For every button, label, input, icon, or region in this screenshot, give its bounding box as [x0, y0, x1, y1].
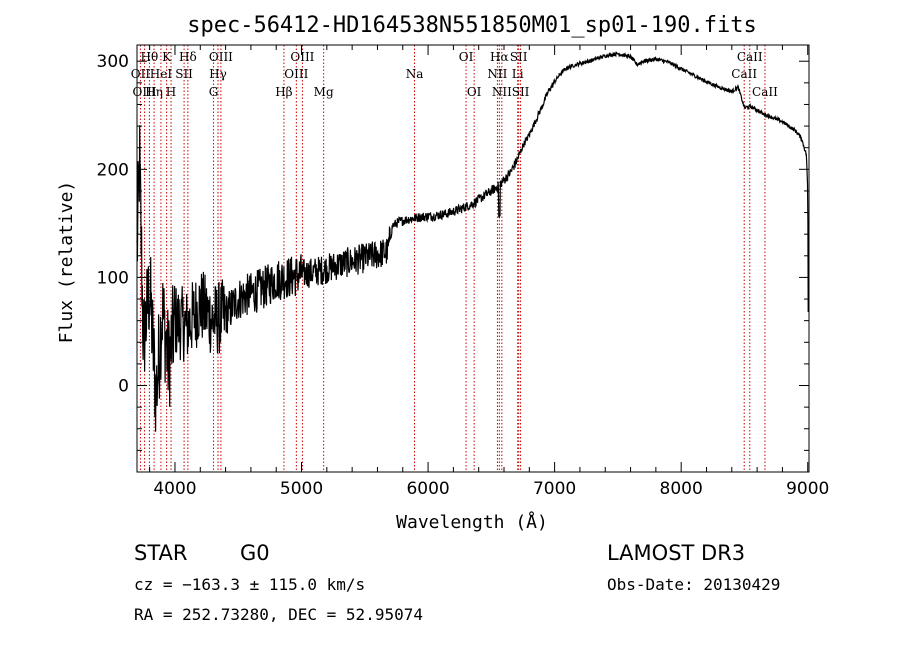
- line-label-11: G: [209, 85, 219, 99]
- axis-tick-labels: 4000 5000 6000 7000 8000 9000 0 100 200 300: [97, 52, 830, 499]
- observation-date: Obs-Date: 20130429: [607, 575, 780, 594]
- y-tick-label-200: 200: [97, 160, 129, 180]
- line-label-23: NII: [492, 85, 512, 99]
- line-label-1: OII: [131, 67, 151, 81]
- line-label-15: Mg: [314, 85, 334, 99]
- spectral-line-markers: [139, 45, 766, 472]
- spectrum-curve: [136, 51, 809, 432]
- line-label-26: CaII: [731, 67, 757, 81]
- line-label-27: CaII: [752, 85, 778, 99]
- line-label-6: SII: [175, 67, 193, 81]
- y-tick-label-100: 100: [97, 268, 129, 288]
- line-label-8: Hδ: [179, 50, 197, 64]
- plot-frame: [136, 44, 810, 473]
- line-label-19: Hα: [490, 50, 509, 64]
- x-tick-label-8000: 8000: [660, 479, 703, 499]
- line-label-16: Na: [406, 67, 424, 81]
- y-tick-label-300: 300: [97, 52, 129, 72]
- line-label-5: HeI: [150, 67, 173, 81]
- line-label-20: SII: [510, 50, 528, 64]
- chart-title: spec-56412-HD164538N551850M01_sp01-190.f…: [187, 13, 757, 38]
- axis-ticks: [137, 45, 809, 472]
- object-subclass: G0: [240, 541, 270, 565]
- line-label-4: K: [162, 50, 172, 64]
- line-label-24: SII: [512, 85, 530, 99]
- ra-dec-coordinates: RA = 252.73280, DEC = 52.95074: [134, 605, 423, 624]
- redshift-cz: cz = −163.3 ± 115.0 km/s: [134, 575, 365, 594]
- line-label-10: Hγ: [209, 67, 227, 81]
- y-tick-label-0: 0: [118, 377, 129, 397]
- line-label-2: OIII: [133, 85, 157, 99]
- object-class: STAR: [134, 541, 187, 565]
- x-tick-label-4000: 4000: [153, 479, 196, 499]
- line-label-17: OI: [459, 50, 474, 64]
- line-label-7: H: [166, 85, 176, 99]
- line-label-25: CaII: [737, 50, 763, 64]
- line-label-13: OIII: [290, 50, 314, 64]
- line-label-14: OIII: [284, 67, 308, 81]
- x-tick-label-9000: 9000: [786, 479, 829, 499]
- survey-name: LAMOST DR3: [607, 541, 745, 565]
- x-tick-label-5000: 5000: [280, 479, 323, 499]
- line-label-9: OIII: [209, 50, 233, 64]
- line-label-22: Li: [512, 67, 524, 81]
- line-label-21: NII: [487, 67, 507, 81]
- line-label-0: Hθ: [141, 50, 159, 64]
- x-tick-label-6000: 6000: [406, 479, 449, 499]
- y-axis-label: Flux (relative): [56, 181, 77, 344]
- line-label-3: Hη: [145, 85, 163, 99]
- line-label-12: Hβ: [275, 85, 292, 99]
- line-label-18: OI: [467, 85, 482, 99]
- x-axis-label: Wavelength (Å): [396, 511, 548, 533]
- x-tick-label-7000: 7000: [533, 479, 576, 499]
